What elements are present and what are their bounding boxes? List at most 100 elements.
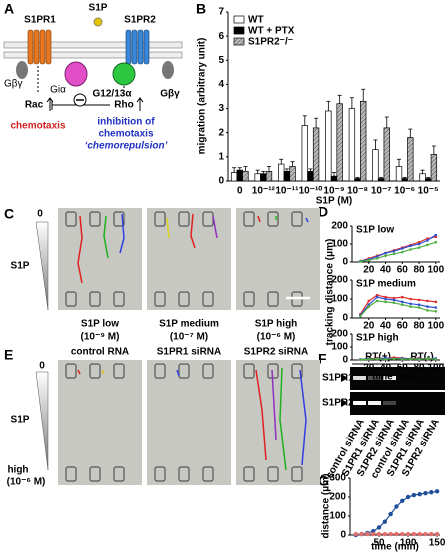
line [355, 490, 438, 536]
marker [434, 489, 440, 494]
x-tick-label: 80 [413, 265, 425, 276]
well [243, 466, 255, 482]
bar [301, 125, 308, 182]
marker [392, 252, 396, 256]
marker [392, 298, 396, 302]
bar [312, 127, 320, 182]
y-axis-label: distance (μm) [321, 473, 332, 538]
gradient-label: 0 [37, 209, 43, 220]
microscopy-panel: 0 S1P S1P low (10⁻⁹ M) S1P medium (10⁻⁷ … [11, 208, 320, 343]
bar [348, 108, 356, 182]
gel-band [368, 401, 381, 405]
cell-track [176, 369, 180, 377]
receptor-icon [27, 29, 52, 65]
well [154, 466, 166, 482]
gel-band [383, 401, 396, 405]
marker [411, 492, 417, 498]
receptor-label: S1PR1 [24, 15, 56, 26]
bar [260, 173, 267, 182]
marker [434, 233, 438, 237]
marker [367, 358, 371, 361]
well [178, 211, 190, 227]
bar [278, 163, 285, 182]
protein-label: Gβγ [4, 79, 23, 90]
x-tick-label: 80 [413, 321, 425, 332]
y-tick-label: 300 [329, 473, 346, 484]
marker [434, 310, 438, 313]
x-tick-label: 10⁻⁶ [394, 186, 415, 197]
marker [426, 309, 429, 312]
marker [384, 297, 387, 301]
x-tick-label: 60 [397, 363, 409, 374]
marker [375, 257, 379, 260]
gradient-label: high [7, 465, 28, 476]
well [202, 291, 214, 307]
y-tick-label: 4 [218, 79, 224, 90]
well [243, 211, 255, 227]
marker [400, 498, 405, 503]
membrane [3, 41, 183, 49]
bar [360, 100, 367, 182]
marker [405, 531, 411, 537]
bar [336, 103, 343, 182]
marker [392, 357, 396, 361]
x-tick-label: 20 [363, 363, 375, 374]
legend-label: WT [248, 15, 264, 26]
marker [434, 531, 440, 537]
y-axis-label: tracking distance (μm) [325, 239, 336, 346]
well [65, 363, 77, 379]
marker [426, 243, 429, 247]
marker [417, 246, 421, 249]
marker [371, 531, 376, 537]
marker [417, 242, 421, 246]
bar [283, 170, 291, 182]
line [360, 241, 436, 263]
marker [417, 306, 421, 309]
well [202, 363, 214, 379]
image-label: S1P high [255, 319, 298, 330]
panel-label: F [318, 351, 327, 367]
marker [375, 299, 379, 303]
panel-label: D [318, 204, 328, 220]
legend-swatch [233, 26, 245, 35]
y-tick-label: 2 [218, 127, 224, 138]
line [359, 294, 436, 315]
cell-track [255, 369, 267, 461]
marker [409, 248, 412, 251]
well [113, 466, 125, 482]
gradient-wedge [35, 371, 49, 471]
image-label: S1PR1 siRNA [157, 347, 221, 358]
bar [425, 178, 432, 182]
microscopy-panel: control RNA S1PR1 siRNA S1PR2 siRNA 0 S1… [7, 347, 320, 488]
marker [423, 491, 428, 496]
x-tick-label: 100 [400, 538, 417, 549]
well [89, 466, 101, 482]
marker [417, 298, 421, 302]
protein-label: Gβγ [160, 89, 180, 100]
x-tick-label: 20 [363, 265, 375, 276]
panel-label: C [4, 206, 14, 222]
bar [254, 173, 261, 182]
marker [367, 299, 371, 303]
gradient-label: (10⁻⁶ M) [7, 477, 46, 488]
image-label: S1PR2 siRNA [244, 347, 308, 358]
marker [400, 358, 404, 361]
bar [419, 173, 426, 182]
well [291, 363, 303, 379]
bar [307, 170, 314, 182]
line [359, 296, 436, 316]
bar [289, 166, 296, 182]
marker [388, 511, 393, 517]
gel-group-label: RT(-) [410, 352, 433, 363]
micrograph [58, 360, 142, 485]
arrowhead [341, 374, 348, 382]
legend-swatch [233, 15, 245, 24]
x-tick-label: 10⁻¹⁰ [299, 186, 323, 197]
marker [388, 531, 393, 537]
y-tick-label: 200 [331, 275, 348, 286]
bar [377, 178, 385, 182]
x-tick-label: 10⁻⁸ [347, 186, 368, 197]
y-tick-label: 0 [342, 313, 348, 324]
gel-band [353, 376, 366, 380]
image-label: S1P low [81, 319, 119, 330]
